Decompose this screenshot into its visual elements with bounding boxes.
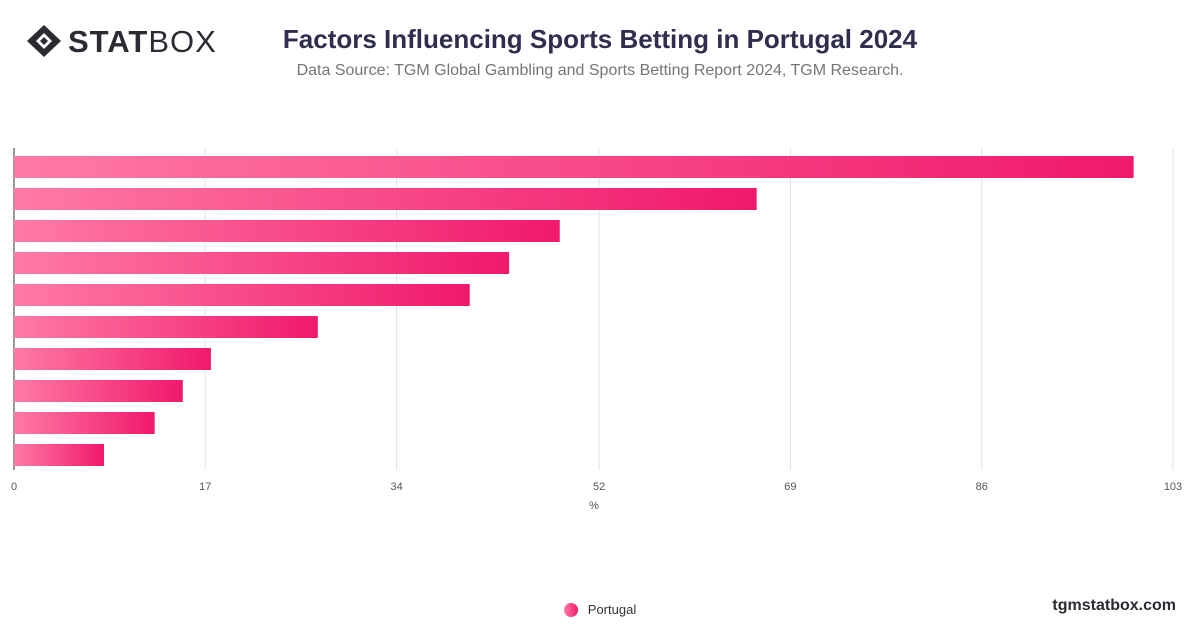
x-tick-label: 17	[199, 481, 211, 493]
bar	[14, 412, 155, 434]
x-tick-label: 52	[593, 481, 605, 493]
x-tick-label: 34	[390, 481, 402, 493]
logo-text-light: BOX	[148, 23, 217, 59]
x-tick-label: 0	[11, 481, 17, 493]
logo-text: STATBOX	[68, 26, 217, 57]
bar	[14, 220, 560, 242]
footer-url: tgmstatbox.com	[1052, 597, 1176, 614]
bar	[14, 252, 510, 274]
bar	[14, 188, 757, 210]
x-tick-label: 103	[1164, 481, 1182, 493]
x-axis-label: %	[589, 500, 599, 512]
logo-text-bold: STAT	[68, 23, 149, 59]
bar	[14, 380, 183, 402]
diamond-logo-icon	[27, 25, 61, 57]
chart-title: Factors Influencing Sports Betting in Po…	[282, 24, 918, 54]
legend-label-portugal: Portugal	[587, 602, 637, 617]
bar	[14, 316, 318, 338]
bar	[14, 444, 105, 466]
legend: Portugal	[0, 602, 1200, 617]
chart-subtitle: Data Source: TGM Global Gambling and Spo…	[296, 62, 904, 79]
bar	[14, 284, 470, 306]
bar	[14, 348, 211, 370]
x-tick-label: 86	[976, 481, 988, 493]
bar	[14, 156, 1134, 178]
x-tick-label: 69	[784, 481, 796, 493]
legend-marker	[563, 602, 578, 617]
statbox-logo: STATBOX	[26, 24, 217, 58]
